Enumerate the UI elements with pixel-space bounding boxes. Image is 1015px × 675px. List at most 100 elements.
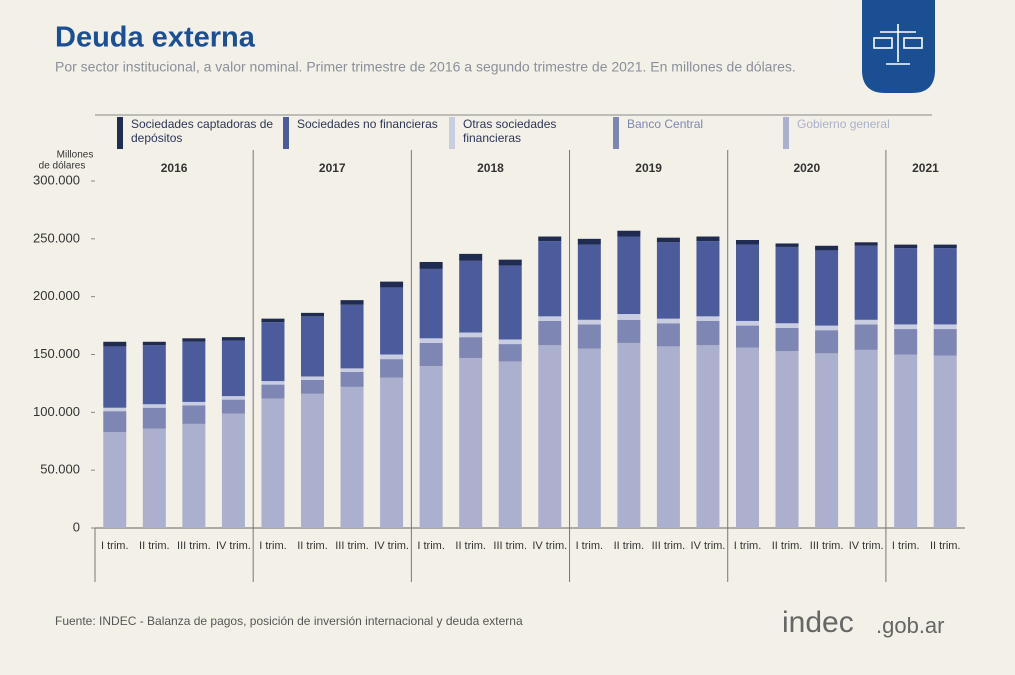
- bar-segment: [261, 381, 285, 385]
- group-label: 2017: [319, 161, 346, 175]
- bar-segment: [182, 338, 206, 342]
- bar-segment: [340, 304, 364, 369]
- bar-segment: [103, 431, 127, 528]
- bar-segment: [933, 324, 957, 330]
- bar-segment: [696, 241, 720, 317]
- bar-segment: [854, 245, 878, 320]
- bar-segment: [182, 423, 206, 528]
- bar-segment: [380, 281, 404, 288]
- brand-name: indec: [782, 606, 854, 639]
- bar-segment: [775, 351, 799, 528]
- bar-segment: [498, 265, 522, 340]
- bar-segment: [142, 404, 166, 408]
- bar-segment: [894, 324, 918, 330]
- bar-segment: [894, 354, 918, 528]
- bar-segment: [142, 407, 166, 429]
- bar-segment: [775, 246, 799, 324]
- bar-segment: [182, 401, 206, 406]
- bar-segment: [459, 337, 483, 358]
- y-tick-label: 0: [73, 519, 80, 534]
- bar-segment: [459, 260, 483, 333]
- x-tick-label: I trim.: [576, 540, 604, 552]
- x-tick-label: III trim.: [810, 540, 844, 552]
- legend-item: Gobierno general: [783, 117, 947, 149]
- bar-segment: [656, 346, 680, 528]
- bar-segment: [617, 342, 641, 528]
- x-tick-label: II trim.: [139, 540, 170, 552]
- bar-segment: [221, 399, 245, 414]
- bar-segment: [419, 366, 443, 528]
- bar-segment: [538, 320, 562, 346]
- legend-label: Sociedades no financieras: [297, 117, 438, 131]
- bar-segment: [538, 236, 562, 242]
- y-tick-label: 150.000: [33, 346, 80, 361]
- x-tick-label: IV trim.: [374, 540, 409, 552]
- bar-segment: [301, 393, 324, 528]
- group-label: 2018: [477, 161, 504, 175]
- bar-segment: [577, 319, 601, 325]
- bar-segment: [696, 345, 720, 528]
- bar-segment: [419, 338, 443, 343]
- bar-segment: [142, 428, 166, 528]
- legend-label: Banco Central: [627, 117, 704, 131]
- bar-segment: [854, 242, 878, 246]
- legend-swatch: [783, 117, 789, 149]
- bar-segment: [103, 346, 127, 408]
- bar-segment: [142, 345, 166, 405]
- bar-segment: [854, 349, 878, 528]
- bar-segment: [419, 268, 443, 339]
- bar-segment: [340, 386, 364, 528]
- x-tick-label: II trim.: [930, 540, 961, 552]
- y-tick-label: 250.000: [33, 230, 80, 245]
- x-tick-label: I trim.: [417, 540, 445, 552]
- bar-segment: [380, 377, 404, 528]
- bar-segment: [380, 354, 404, 360]
- y-tick-label: 300.000: [33, 172, 80, 187]
- bar-segment: [933, 329, 957, 356]
- x-tick-label: III trim.: [493, 540, 527, 552]
- bar-segment: [736, 320, 759, 326]
- bar-segment: [459, 357, 483, 528]
- bar-segment: [894, 248, 918, 325]
- bar-segment: [894, 329, 918, 355]
- bar-segment: [933, 355, 957, 528]
- bar-segment: [696, 316, 720, 321]
- bar-segment: [815, 245, 839, 251]
- bar-segment: [498, 339, 522, 345]
- y-tick-label: 100.000: [33, 404, 80, 419]
- chart-title: Deuda externa: [55, 22, 256, 54]
- bar-segment: [103, 411, 127, 432]
- group-label: 2019: [635, 161, 662, 175]
- bar-segment: [261, 318, 285, 323]
- bar-segment: [538, 241, 562, 317]
- bar-segment: [498, 344, 522, 362]
- bar-segment: [538, 316, 562, 321]
- x-tick-label: II trim.: [455, 540, 486, 552]
- x-tick-label: IV trim.: [216, 540, 251, 552]
- bar-segment: [775, 243, 799, 247]
- bar-segment: [301, 316, 324, 377]
- legend-label: Otras sociedades financieras: [463, 117, 557, 145]
- bar-segment: [656, 318, 680, 324]
- bar-segment: [301, 312, 324, 317]
- x-tick-label: II trim.: [772, 540, 803, 552]
- y-axis-label: Millones: [57, 150, 94, 161]
- bar-segment: [380, 287, 404, 355]
- x-tick-label: I trim.: [259, 540, 287, 552]
- bar-segment: [656, 323, 680, 347]
- bar-segment: [419, 261, 443, 269]
- bar-segment: [340, 371, 364, 387]
- bar-segment: [815, 250, 839, 326]
- bar-segment: [933, 248, 957, 325]
- group-label: 2020: [793, 161, 820, 175]
- group-label: 2021: [912, 161, 939, 175]
- y-tick-label: 200.000: [33, 288, 80, 303]
- bar-segment: [933, 244, 957, 249]
- x-tick-label: III trim.: [652, 540, 686, 552]
- bar-segment: [221, 396, 245, 400]
- bar-segment: [498, 259, 522, 266]
- group-label: 2016: [161, 161, 188, 175]
- x-tick-label: I trim.: [101, 540, 129, 552]
- bar-segment: [142, 341, 166, 346]
- bar-segment: [261, 398, 285, 528]
